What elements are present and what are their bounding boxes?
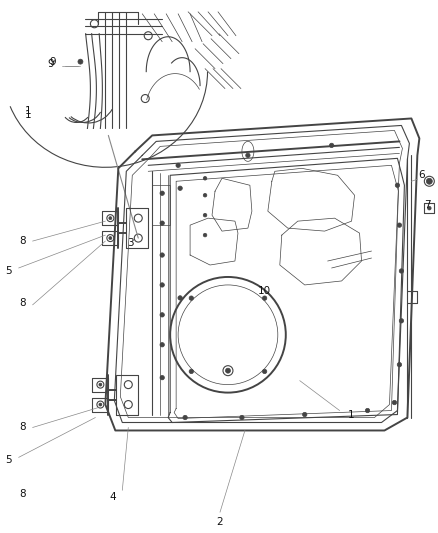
Text: 5: 5 <box>5 266 12 276</box>
Circle shape <box>160 313 164 317</box>
Circle shape <box>99 403 102 406</box>
Text: 1: 1 <box>348 409 355 419</box>
Circle shape <box>329 143 334 148</box>
Circle shape <box>246 153 250 158</box>
Circle shape <box>427 206 431 210</box>
Text: 10: 10 <box>258 286 272 296</box>
Circle shape <box>78 59 83 64</box>
Text: 3: 3 <box>127 238 134 248</box>
Circle shape <box>365 408 370 413</box>
Circle shape <box>392 400 397 405</box>
Circle shape <box>240 415 244 419</box>
Circle shape <box>203 193 207 197</box>
Text: 7: 7 <box>424 200 431 210</box>
Text: 8: 8 <box>19 236 26 246</box>
Text: 9: 9 <box>49 56 56 67</box>
Circle shape <box>160 282 164 287</box>
Circle shape <box>178 186 182 190</box>
Text: 8: 8 <box>19 298 26 308</box>
Circle shape <box>303 413 307 417</box>
Circle shape <box>176 163 180 167</box>
Circle shape <box>226 368 230 373</box>
Circle shape <box>160 191 164 196</box>
Circle shape <box>395 183 399 188</box>
Circle shape <box>262 369 267 374</box>
Bar <box>152 185 170 225</box>
Text: 9: 9 <box>47 59 54 69</box>
Text: 6: 6 <box>418 170 425 180</box>
Circle shape <box>160 343 164 347</box>
Circle shape <box>178 296 182 300</box>
Circle shape <box>189 296 194 300</box>
Circle shape <box>397 362 402 367</box>
Circle shape <box>109 237 112 240</box>
Circle shape <box>399 269 403 273</box>
Circle shape <box>397 223 402 228</box>
Circle shape <box>203 233 207 237</box>
Circle shape <box>262 296 267 300</box>
Text: 1: 1 <box>25 107 32 117</box>
Circle shape <box>203 213 207 217</box>
Circle shape <box>109 216 112 220</box>
Text: 4: 4 <box>109 492 116 502</box>
Text: 2: 2 <box>217 517 223 527</box>
Circle shape <box>160 221 164 225</box>
Circle shape <box>399 319 403 323</box>
Text: 1: 1 <box>25 110 32 120</box>
Circle shape <box>183 415 187 419</box>
Text: 8: 8 <box>19 423 26 432</box>
Circle shape <box>160 253 164 257</box>
Circle shape <box>160 375 164 380</box>
Text: 8: 8 <box>19 489 26 499</box>
Circle shape <box>203 176 207 180</box>
Circle shape <box>426 178 432 184</box>
Circle shape <box>99 383 102 386</box>
Circle shape <box>189 369 194 374</box>
Text: 5: 5 <box>5 455 12 465</box>
